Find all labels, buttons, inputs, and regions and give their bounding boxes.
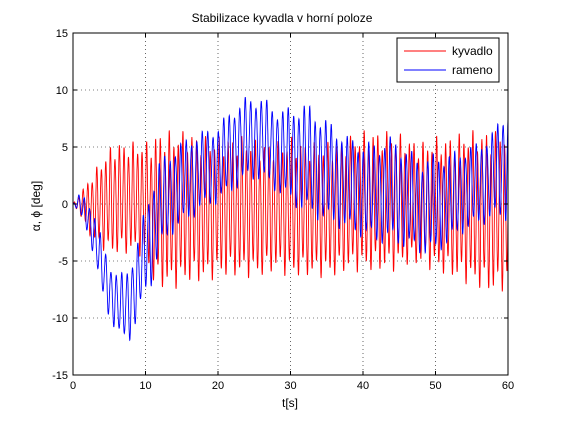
- y-tick-label: 10: [56, 85, 68, 97]
- legend: kyvadlo rameno: [396, 37, 500, 83]
- series-line-kyvadlo: [72, 130, 509, 292]
- y-tick-label: 15: [56, 28, 68, 40]
- series-layer: [72, 96, 509, 342]
- y-tick-label: -15: [52, 370, 68, 382]
- legend-label-rameno: rameno: [452, 63, 493, 77]
- legend-label-kyvadlo: kyvadlo: [452, 44, 493, 58]
- chart-title: Stabilizace kyvadla v horní poloze: [192, 11, 373, 25]
- ticks: 0 10 20 30 40 50 60 -15 -10 -5 0 5 10 15: [52, 28, 514, 392]
- x-axis-label: t[s]: [282, 396, 298, 410]
- x-tick-label: 0: [70, 380, 76, 392]
- x-tick-label: 30: [284, 380, 296, 392]
- x-tick-label: 40: [357, 380, 369, 392]
- x-tick-label: 60: [502, 380, 514, 392]
- x-tick-label: 50: [429, 380, 441, 392]
- y-tick-label: 0: [62, 199, 68, 211]
- y-tick-label: -10: [52, 313, 68, 325]
- x-tick-label: 10: [139, 380, 151, 392]
- y-tick-label: -5: [58, 256, 68, 268]
- legend-box: [396, 37, 500, 83]
- y-tick-label: 5: [62, 142, 68, 154]
- x-tick-label: 20: [212, 380, 224, 392]
- series-line-rameno: [72, 96, 509, 342]
- y-axis-label: α, ϕ [deg]: [29, 181, 43, 231]
